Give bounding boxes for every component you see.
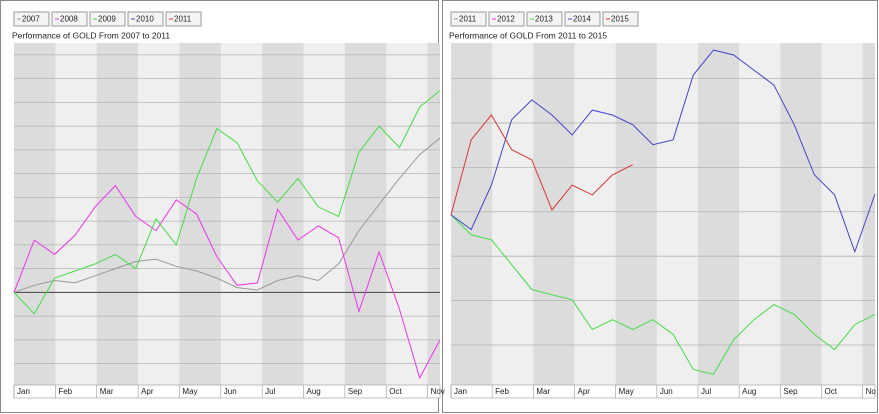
series-line	[13, 137, 441, 293]
x-tick-label: Jul	[265, 387, 275, 396]
legend-box	[450, 11, 487, 27]
chart-title: Performance of GOLD From 2011 to 2015	[449, 30, 607, 40]
month-band	[533, 43, 575, 385]
legend-label: 2015	[611, 15, 629, 24]
legend-label: 2011	[174, 15, 192, 24]
month-band	[344, 43, 387, 385]
legend-box	[564, 11, 601, 27]
x-tick-label: Jan	[454, 387, 467, 396]
x-tick-label: Aug	[307, 387, 321, 396]
x-tick-label: Apr	[577, 387, 590, 396]
month-band	[862, 43, 875, 385]
x-tick-label: Oct	[389, 387, 402, 396]
legend-label: 2013	[535, 15, 553, 24]
x-tick-label: Oct	[824, 387, 837, 396]
month-band	[697, 43, 740, 385]
legend-label: 2007	[22, 15, 40, 24]
series-line	[450, 49, 876, 254]
x-tick-label: No	[866, 387, 877, 396]
x-tick-label: Apr	[141, 387, 154, 396]
x-tick-label: Feb	[495, 387, 509, 396]
month-band	[427, 43, 440, 385]
legend-box	[488, 11, 525, 27]
x-tick-label: Jun	[660, 387, 673, 396]
legend-box	[127, 11, 164, 27]
series-line	[13, 184, 441, 380]
legend-box	[89, 11, 126, 27]
x-tick-label: Sep	[348, 387, 363, 396]
series-line	[13, 90, 441, 315]
legend-box	[165, 11, 202, 27]
legend-label: 2011	[459, 15, 477, 24]
x-tick-label: Mar	[100, 387, 114, 396]
legend-label: 2014	[573, 15, 591, 24]
legend-box	[13, 11, 50, 27]
month-band	[96, 43, 139, 385]
month-band	[14, 43, 56, 385]
legend-label: 2009	[98, 15, 116, 24]
x-tick-label: Jan	[17, 387, 30, 396]
month-band	[780, 43, 822, 385]
legend-label: 2012	[497, 15, 515, 24]
month-band	[262, 43, 304, 385]
legend-box	[602, 11, 639, 27]
series-line	[450, 114, 633, 216]
series-line	[450, 214, 876, 375]
x-tick-label: Jul	[701, 387, 711, 396]
month-band	[179, 43, 221, 385]
x-tick-label: Jun	[224, 387, 237, 396]
x-tick-label: May	[619, 387, 634, 396]
legend-box	[51, 11, 88, 27]
legend-label: 2010	[136, 15, 154, 24]
legend-label: 2008	[60, 15, 78, 24]
month-band	[615, 43, 657, 385]
legend-box	[526, 11, 563, 27]
month-band	[451, 43, 493, 385]
x-tick-label: Mar	[536, 387, 550, 396]
chart-title: Performance of GOLD From 2007 to 2011	[12, 30, 170, 40]
x-tick-label: Feb	[58, 387, 72, 396]
x-tick-label: Sep	[783, 387, 798, 396]
x-tick-label: Aug	[742, 387, 756, 396]
x-tick-label: May	[182, 387, 197, 396]
x-tick-label: Nov	[431, 387, 445, 396]
